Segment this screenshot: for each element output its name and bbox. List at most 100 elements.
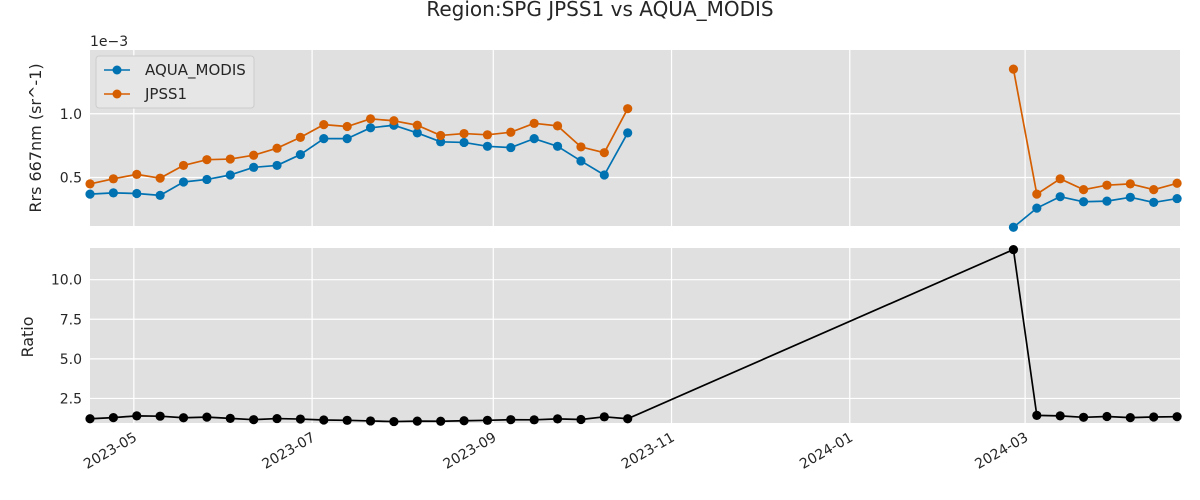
data-point-jpss1-2024-03-05	[1032, 189, 1042, 199]
data-point-ratio-2023-05-18	[178, 413, 189, 423]
data-point-jpss1-2023-04-16	[85, 179, 95, 189]
data-point-jpss1-2023-08-14	[436, 130, 446, 141]
data-point-jpss1-2023-05-10	[155, 173, 165, 183]
data-point-aqua-modis-2023-09-07	[506, 142, 516, 153]
data-point-jpss1-2023-08-22	[459, 128, 469, 139]
data-point-aqua-modis-2024-04-14	[1149, 197, 1159, 208]
data-point-jpss1-2023-09-07	[506, 127, 516, 137]
data-point-ratio-2023-08-22	[459, 416, 469, 426]
legend-label-aqua-modis: AQUA_MODIS	[145, 61, 246, 80]
x-tick-label-3: 2023-09	[441, 430, 500, 473]
data-point-jpss1-2024-03-29	[1102, 180, 1112, 190]
top-grid	[90, 50, 1180, 226]
data-point-ratio-2024-02-26	[1008, 244, 1019, 255]
data-point-jpss1-2024-02-26	[1008, 64, 1019, 74]
data-point-jpss1-2024-04-14	[1149, 185, 1159, 195]
data-point-jpss1-2023-09-15	[529, 118, 539, 128]
x-tick-label-2: 2023-07	[259, 430, 318, 473]
data-point-aqua-modis-2024-02-26	[1008, 222, 1019, 232]
data-point-ratio-2023-10-01	[576, 414, 586, 425]
legend-label-jpss1: JPSS1	[144, 85, 187, 103]
x-tick-label-5: 2024-01	[797, 430, 856, 473]
bottom-y-axis-label: Ratio	[18, 316, 37, 357]
bottom-y-ticks: 2.5 5.0 7.5 10.0	[51, 273, 82, 408]
top-y-axis-label: Rrs 667nm (sr^-1)	[26, 63, 45, 212]
data-point-ratio-2023-04-24	[108, 413, 118, 423]
data-point-aqua-modis-2023-05-26	[202, 174, 212, 185]
data-point-ratio-2023-05-02	[132, 411, 142, 421]
bottom-panel: 2.5 5.0 7.5 10.0 Ratio	[18, 244, 1182, 427]
data-point-aqua-modis-2024-04-06	[1125, 192, 1135, 202]
data-point-ratio-2023-05-26	[202, 412, 212, 422]
data-point-aqua-modis-2023-06-11	[249, 162, 259, 172]
data-point-jpss1-2023-08-30	[482, 130, 493, 140]
data-point-jpss1-2023-10-01	[576, 142, 586, 152]
data-point-aqua-modis-2023-06-03	[225, 170, 235, 180]
data-point-aqua-modis-2023-07-21	[365, 123, 376, 133]
data-point-aqua-modis-2023-05-02	[132, 188, 142, 199]
data-point-jpss1-2024-03-21	[1078, 185, 1089, 195]
legend-marker-jpss1	[112, 89, 122, 99]
data-point-ratio-2024-04-06	[1125, 413, 1135, 423]
data-point-jpss1-2023-05-18	[178, 160, 189, 171]
data-point-aqua-modis-2024-04-22	[1172, 193, 1182, 204]
data-point-aqua-modis-2023-06-19	[272, 160, 282, 171]
data-point-ratio-2024-04-22	[1172, 412, 1182, 422]
data-point-ratio-2023-04-16	[85, 414, 95, 424]
x-tick-label-6: 2024-03	[972, 430, 1031, 473]
data-point-aqua-modis-2023-07-13	[342, 134, 352, 144]
data-point-aqua-modis-2023-08-22	[459, 137, 469, 148]
data-point-ratio-2023-07-05	[319, 415, 329, 425]
bottom-y-tick-label-1: 2.5	[60, 391, 82, 407]
data-point-jpss1-2023-07-05	[319, 120, 329, 130]
data-point-jpss1-2024-04-06	[1125, 179, 1135, 189]
data-point-aqua-modis-2023-08-06	[412, 128, 422, 138]
data-point-ratio-2023-08-30	[482, 415, 493, 425]
top-panel: 0.5 1.0 1e−3 Rrs 667nm (sr^-1) AQUA_MODIS…	[26, 34, 1182, 232]
data-point-aqua-modis-2024-03-13	[1055, 192, 1065, 202]
data-point-jpss1-2023-04-24	[108, 174, 118, 184]
bottom-plot-area	[90, 248, 1180, 423]
chart-title: Region:SPG JPSS1 vs AQUA_MODIS	[426, 0, 773, 21]
data-point-ratio-2023-10-09	[599, 412, 609, 422]
data-point-ratio-2023-08-06	[412, 416, 422, 426]
data-point-aqua-modis-2024-03-29	[1102, 196, 1112, 206]
data-point-ratio-2023-06-19	[272, 413, 282, 424]
data-point-ratio-2023-06-03	[225, 413, 235, 424]
data-point-ratio-2023-08-14	[436, 416, 446, 426]
data-point-jpss1-2024-03-13	[1055, 174, 1065, 184]
bottom-series	[85, 244, 1182, 427]
bottom-y-tick-label-4: 10.0	[51, 273, 82, 289]
top-y-offset-label: 1e−3	[90, 34, 128, 50]
data-point-ratio-2023-09-07	[506, 415, 516, 425]
data-point-jpss1-2023-06-19	[272, 143, 282, 153]
top-plot-area	[90, 50, 1180, 226]
data-point-ratio-2023-10-17	[623, 414, 633, 424]
data-point-ratio-2023-06-27	[295, 414, 305, 424]
data-point-jpss1-2023-10-17	[623, 104, 633, 114]
data-point-ratio-2023-05-10	[155, 411, 165, 421]
bottom-y-tick-label-2: 5.0	[60, 352, 82, 368]
data-point-aqua-modis-2023-09-15	[529, 134, 539, 144]
data-point-jpss1-2023-06-03	[225, 154, 235, 164]
data-point-jpss1-2023-05-26	[202, 155, 212, 165]
data-point-ratio-2024-03-05	[1032, 410, 1042, 420]
legend-box	[95, 55, 255, 109]
x-tick-label-4: 2023-11	[619, 430, 678, 473]
top-y-tick-label-2: 1.0	[60, 107, 82, 123]
data-point-jpss1-2023-06-27	[295, 132, 305, 142]
data-point-aqua-modis-2023-05-10	[155, 190, 165, 200]
data-point-aqua-modis-2023-06-27	[295, 149, 305, 160]
data-point-jpss1-2023-06-11	[249, 150, 259, 160]
data-point-aqua-modis-2023-04-24	[108, 188, 118, 198]
x-ticks: 2023-05 2023-07 2023-09 2023-11 2024-01 2024-…	[81, 430, 1031, 473]
data-point-aqua-modis-2023-05-18	[178, 177, 189, 187]
data-point-jpss1-2023-10-09	[599, 148, 609, 158]
data-point-ratio-2024-03-29	[1102, 411, 1112, 422]
x-tick-label-1: 2023-05	[81, 430, 140, 473]
data-point-aqua-modis-2023-08-30	[482, 141, 493, 151]
data-point-ratio-2023-07-21	[365, 416, 376, 426]
data-point-jpss1-2023-05-02	[132, 169, 142, 179]
data-point-ratio-2024-03-21	[1078, 412, 1089, 422]
data-point-ratio-2023-07-13	[342, 415, 352, 425]
